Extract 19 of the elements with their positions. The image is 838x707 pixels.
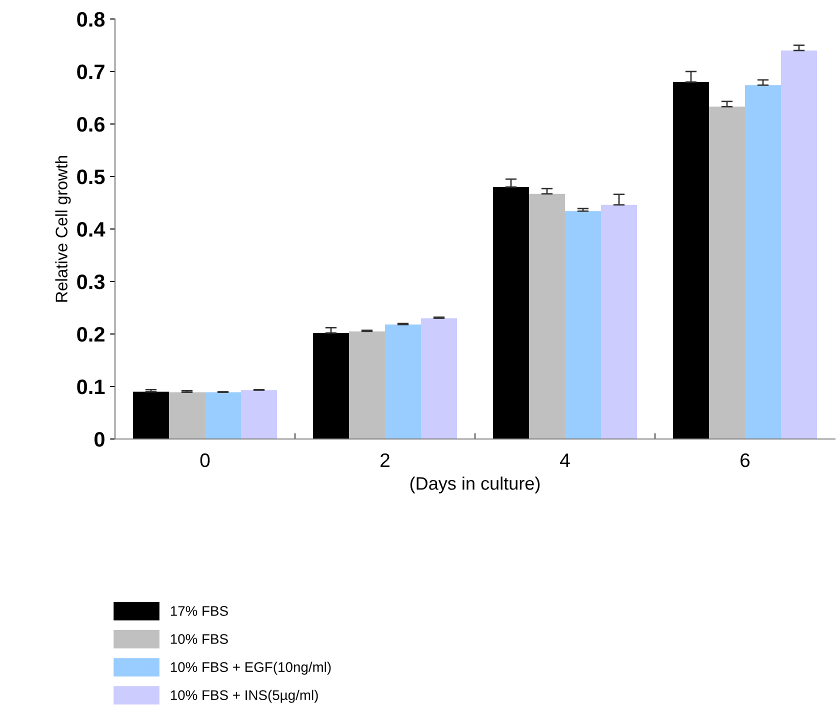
legend-label: 10% FBS + EGF(10ng/ml): [170, 662, 331, 675]
y-tick-label: 0.3: [77, 274, 105, 290]
y-axis-title: Relative Cell growth: [55, 156, 71, 302]
y-tick-label: 0: [94, 432, 104, 447]
legend-label: 10% FBS: [170, 634, 228, 644]
x-tick-label: 2: [380, 453, 390, 467]
y-tick-label: 0.5: [77, 170, 105, 184]
x-tick-label: 4: [560, 454, 570, 467]
x-tick-label: 0: [200, 453, 210, 468]
y-tick-label: 0.8: [77, 12, 105, 27]
y-tick-label: 0.1: [77, 380, 105, 394]
x-axis-title: (Days in culture): [410, 476, 540, 494]
x-tick-label: 6: [740, 453, 750, 468]
y-tick-label: 0.2: [77, 327, 104, 342]
y-tick-label: 0.6: [77, 117, 105, 132]
legend-label: 10% FBS + INS(5µg/ml): [170, 690, 318, 703]
y-tick-label: 0.7: [77, 64, 104, 80]
y-tick-label: 0.4: [77, 222, 106, 237]
legend-label: 17% FBS: [170, 606, 228, 616]
